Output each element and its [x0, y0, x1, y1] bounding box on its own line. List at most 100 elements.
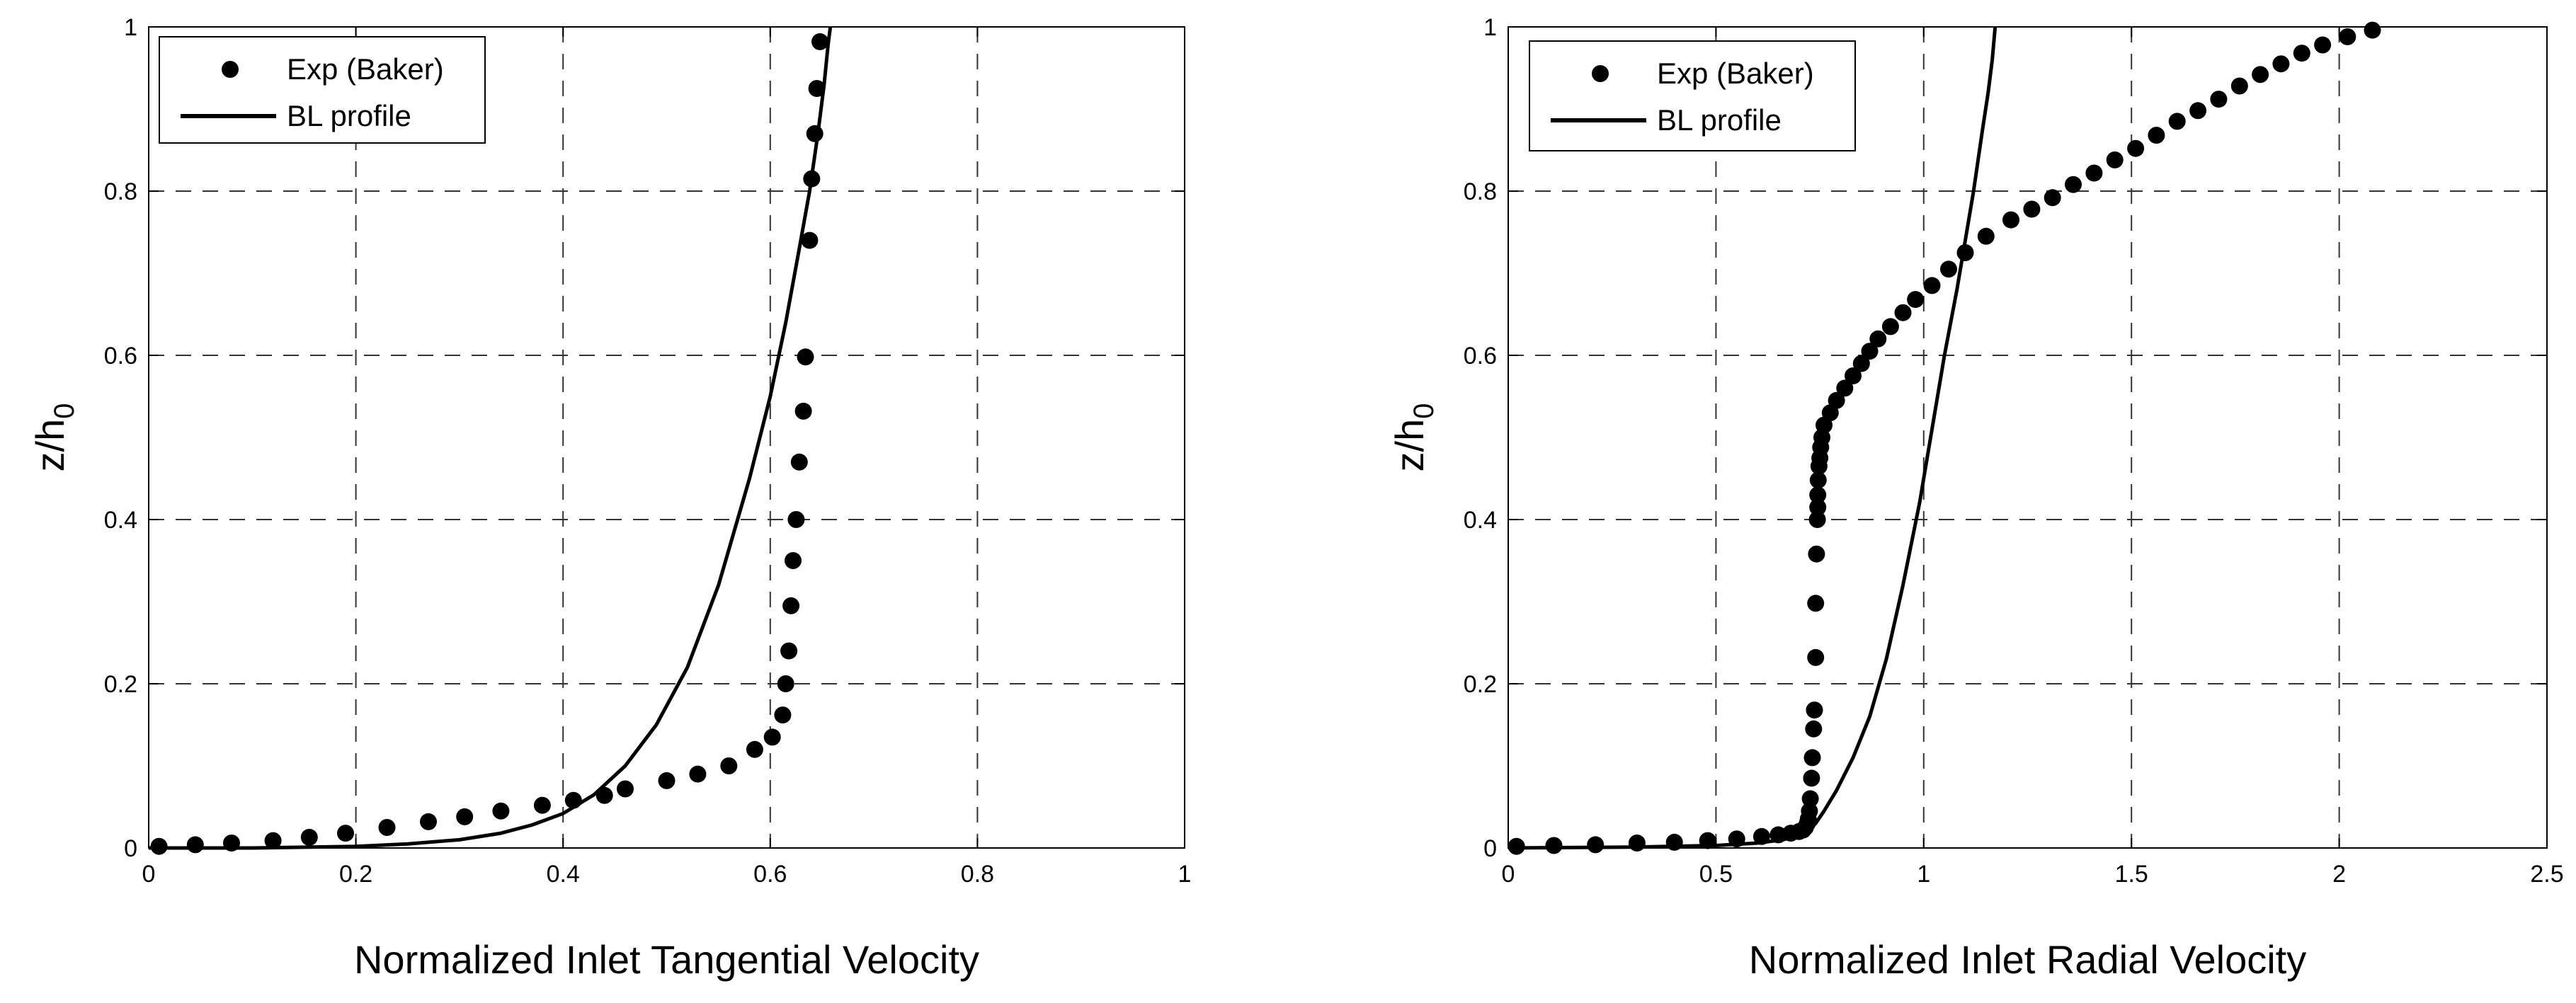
data-point-exp — [811, 33, 828, 50]
data-point-exp — [780, 642, 798, 660]
data-point-exp — [2314, 36, 2332, 54]
data-point-exp — [1769, 826, 1787, 844]
data-point-exp — [2168, 113, 2186, 130]
data-point-exp — [774, 706, 792, 724]
x-tick-label: 0 — [1502, 861, 1515, 888]
chart-tangential-velocity: 0 0.2 0.4 0.6 0.8 1 0 0.2 0.4 0.6 0.8 1 Normalized … — [28, 14, 1191, 982]
data-point-exp — [1803, 749, 1821, 767]
data-point-exp — [1545, 837, 1563, 854]
x-tick-label: 0.8 — [961, 861, 994, 888]
data-point-exp — [1907, 291, 1925, 309]
data-point-exp — [1508, 837, 1525, 855]
data-point-exp — [794, 402, 812, 420]
data-point-exp — [782, 597, 800, 614]
data-point-exp — [787, 511, 805, 528]
data-point-exp — [1801, 790, 1819, 808]
axis-ticks: 0 0.5 1 1.5 2 2.5 0 0.2 0.4 0.6 0.8 1 — [1464, 14, 2564, 888]
plot-frame — [1508, 26, 2548, 849]
data-point-exp — [1805, 720, 1823, 738]
data-point-exp — [223, 835, 240, 852]
data-point-exp — [595, 786, 613, 804]
data-point-exp — [1806, 701, 1823, 719]
data-point-exp — [1801, 802, 1818, 820]
data-point-exp — [1587, 836, 1605, 854]
y-tick-label: 0.2 — [104, 671, 137, 698]
marker-series-layer — [1508, 21, 2381, 855]
data-point-exp — [150, 837, 168, 855]
data-point-exp — [1894, 304, 1912, 321]
legend-marker-exp — [222, 61, 239, 78]
y-axis-title-subscript: 0 — [49, 403, 80, 419]
data-point-exp — [1807, 648, 1825, 666]
data-point-exp — [1699, 832, 1716, 849]
plot-frame — [148, 26, 1185, 849]
data-point-exp — [2339, 28, 2356, 45]
y-tick-label: 0 — [124, 835, 137, 862]
x-tick-label: 1 — [1178, 861, 1192, 888]
y-axis-title-main: z/h — [1387, 419, 1432, 472]
data-point-exp — [801, 231, 819, 249]
data-point-exp — [564, 791, 582, 809]
data-point-exp — [2148, 127, 2165, 144]
legend: Exp (Baker) BL profile — [1529, 40, 1856, 151]
legend-label-exp: Exp (Baker) — [1657, 57, 1814, 90]
data-point-exp — [1828, 391, 1845, 409]
x-tick-label: 2.5 — [2530, 861, 2563, 888]
data-point-exp — [2023, 200, 2041, 218]
data-point-exp — [1852, 355, 1870, 372]
y-tick-label: 0.2 — [1464, 671, 1497, 698]
data-point-exp — [1665, 833, 1683, 851]
y-tick-label: 1 — [124, 14, 137, 41]
data-point-exp — [420, 813, 437, 830]
x-tick-label: 0.5 — [1699, 861, 1733, 888]
data-point-exp — [777, 675, 794, 692]
data-point-exp — [720, 757, 738, 774]
data-point-exp — [1861, 343, 1879, 360]
data-point-exp — [689, 765, 707, 783]
legend-label-bl: BL profile — [287, 99, 411, 132]
y-tick-label: 0.4 — [104, 507, 137, 534]
y-tick-label: 0.6 — [104, 343, 137, 369]
data-point-exp — [806, 125, 823, 142]
data-point-exp — [2252, 66, 2269, 84]
legend: Exp (Baker) BL profile — [159, 36, 486, 144]
data-point-exp — [2044, 189, 2061, 207]
data-point-exp — [1836, 379, 1854, 397]
data-point-exp — [1845, 367, 1862, 384]
x-tick-label: 0 — [142, 861, 156, 888]
data-point-exp — [797, 348, 814, 366]
series-line-bl-profile — [149, 26, 833, 850]
y-axis-title-main: z/h — [28, 419, 72, 472]
data-point-exp — [1809, 486, 1827, 504]
data-point-exp — [785, 552, 802, 569]
data-point-exp — [763, 728, 781, 746]
data-point-exp — [803, 170, 821, 188]
data-point-exp — [2210, 91, 2228, 108]
x-axis-title: Normalized Inlet Tangential Velocity — [354, 937, 979, 982]
data-point-exp — [2230, 77, 2248, 95]
data-point-exp — [2085, 164, 2103, 182]
data-point-exp — [186, 836, 204, 854]
data-point-exp — [492, 802, 510, 820]
data-point-exp — [1923, 277, 1941, 294]
y-tick-label: 0.4 — [1464, 507, 1497, 534]
data-point-exp — [1809, 498, 1827, 516]
y-tick-label: 0.8 — [1464, 178, 1497, 205]
data-point-exp — [808, 80, 826, 97]
data-point-exp — [1808, 511, 1826, 528]
legend-box — [1529, 40, 1856, 151]
data-point-exp — [790, 453, 808, 471]
data-point-exp — [1977, 227, 1995, 245]
x-tick-label: 0.2 — [339, 861, 372, 888]
grid-lines — [149, 27, 1185, 848]
x-axis-title: Normalized Inlet Radial Velocity — [1749, 937, 2306, 982]
data-point-exp — [264, 832, 282, 849]
y-tick-label: 1 — [1483, 14, 1497, 41]
y-tick-label: 0.6 — [1464, 343, 1497, 369]
data-point-exp — [1808, 545, 1825, 563]
data-point-exp — [1803, 769, 1820, 787]
data-point-exp — [1940, 260, 1957, 278]
data-point-exp — [1728, 830, 1745, 848]
